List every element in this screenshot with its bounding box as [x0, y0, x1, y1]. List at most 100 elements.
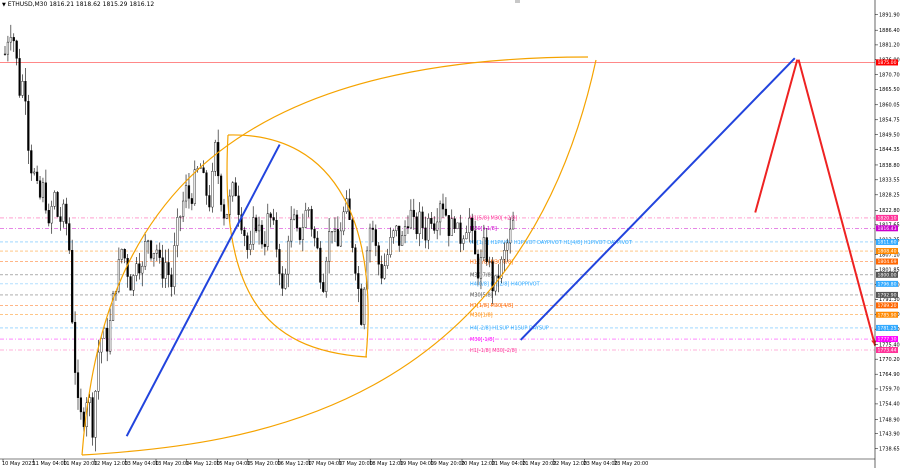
- candle-body: [284, 273, 287, 289]
- trend-line: [519, 57, 796, 341]
- candle-body: [225, 214, 229, 219]
- candle-body: [158, 249, 161, 258]
- candle-body: [56, 192, 59, 217]
- candle-body: [459, 222, 462, 244]
- candle-body: [292, 214, 296, 220]
- candle-body: [488, 261, 491, 263]
- candle-body: [351, 219, 354, 248]
- time-tick-label: 14 May 12:00: [186, 461, 220, 467]
- candle-body: [59, 216, 62, 222]
- price-badge: [876, 336, 898, 343]
- candle-body: [21, 81, 24, 96]
- candle-body: [371, 227, 375, 230]
- candle-body: [357, 273, 360, 289]
- candle-body: [24, 81, 27, 102]
- trendlines: [125, 57, 877, 437]
- candle-body: [269, 213, 272, 218]
- candle-body: [132, 275, 135, 291]
- candle-body: [295, 214, 299, 229]
- candle-body: [179, 216, 182, 218]
- candle-body: [497, 275, 500, 279]
- price-tick-label: 1770.20: [879, 357, 900, 363]
- level-label: H1[5/8] M30[+2/8]: [470, 216, 517, 222]
- price-tick-label: 1828.25: [879, 193, 900, 199]
- candle-body: [120, 249, 123, 260]
- candle-body: [278, 249, 281, 274]
- time-tick-label: 13 May 20:00: [155, 461, 189, 467]
- level-label: M30[5/8]: [470, 293, 493, 299]
- candle-body: [73, 321, 77, 373]
- level-label: M30[1/8]: [470, 313, 493, 319]
- price-tick-label: 1754.40: [879, 402, 900, 408]
- price-tick-label: 1775.40: [879, 342, 900, 348]
- candle-body: [190, 198, 193, 204]
- candle-body: [149, 240, 153, 259]
- candle-body: [71, 250, 74, 323]
- price-badge: [876, 225, 898, 232]
- time-tick-label: 18 May 12:00: [369, 461, 403, 467]
- time-arcs: [81, 56, 597, 456]
- price-tick-label: 1738.65: [879, 446, 900, 452]
- candle-body: [249, 243, 252, 250]
- candle-body: [9, 37, 12, 43]
- candle-body: [65, 203, 68, 224]
- candle-body: [47, 210, 50, 224]
- price-badge-label: 1796.80: [878, 281, 897, 287]
- candle-body: [173, 245, 176, 287]
- candle-body: [144, 241, 147, 267]
- candle-body: [436, 221, 439, 231]
- time-tick-label: 19 May 04:00: [400, 461, 434, 467]
- candle-body: [240, 214, 243, 231]
- candle-body: [82, 411, 85, 427]
- candle-body: [298, 227, 302, 240]
- price-badge-label: 1816.43: [878, 226, 897, 232]
- price-badge: [876, 280, 898, 287]
- price-tick-label: 1791.30: [879, 297, 900, 303]
- candle-body: [456, 222, 459, 229]
- candle-body: [237, 195, 240, 215]
- candle-body: [211, 171, 214, 208]
- time-tick-label: 11 May 20:00: [63, 461, 97, 467]
- candle-body: [260, 224, 264, 245]
- candle-body: [503, 250, 506, 260]
- candle-body: [500, 259, 503, 279]
- candle-body: [342, 211, 345, 232]
- candle-body: [465, 232, 468, 240]
- candle-body: [27, 100, 30, 151]
- candle-body: [30, 150, 33, 174]
- candle-body: [441, 203, 445, 210]
- candle-body: [184, 185, 188, 202]
- candle-body: [15, 40, 18, 59]
- candle-body: [91, 397, 94, 438]
- candle-body: [12, 37, 15, 42]
- candle-body: [374, 229, 377, 246]
- price-tick-label: 1870.70: [879, 72, 900, 78]
- candle-body: [482, 237, 485, 258]
- candle-body: [161, 257, 164, 279]
- level-lines: H1[5/8] M30[+2/8] M30[+1/8] H4[1/8] H1PIVO…: [0, 62, 875, 354]
- price-badges: 1875.00 1820.10 1816.43 1811.60 1808.40 1804.…: [876, 59, 898, 354]
- price-tick-label: 1801.85: [879, 267, 900, 273]
- candle-body: [214, 142, 217, 172]
- candle-body: [287, 240, 290, 275]
- candle-body: [109, 320, 112, 352]
- candle-body: [44, 182, 47, 211]
- price-badge: [876, 311, 898, 318]
- price-badge: [876, 291, 898, 298]
- level-label: H1[1/8] M30[4/8]: [470, 303, 513, 309]
- candle-body: [68, 223, 71, 251]
- candle-body: [79, 397, 83, 413]
- price-badge: [876, 248, 898, 255]
- price-tick-label: 1891.90: [879, 12, 900, 18]
- price-badge-label: 1820.10: [878, 216, 897, 222]
- candle-body: [155, 249, 158, 254]
- candle-body: [395, 225, 398, 231]
- candle-body: [450, 218, 453, 236]
- candle-body: [325, 260, 328, 292]
- time-tick-label: 12 May 12:00: [94, 461, 128, 467]
- triangle-down-icon[interactable]: ▼: [2, 2, 6, 8]
- level-label: H4[1/8] H1PIVOT H1PIVOT DAYPIVOT H1[4/8]…: [470, 240, 633, 246]
- chart-shift-marker[interactable]: [515, 0, 520, 3]
- candle-body: [322, 282, 325, 292]
